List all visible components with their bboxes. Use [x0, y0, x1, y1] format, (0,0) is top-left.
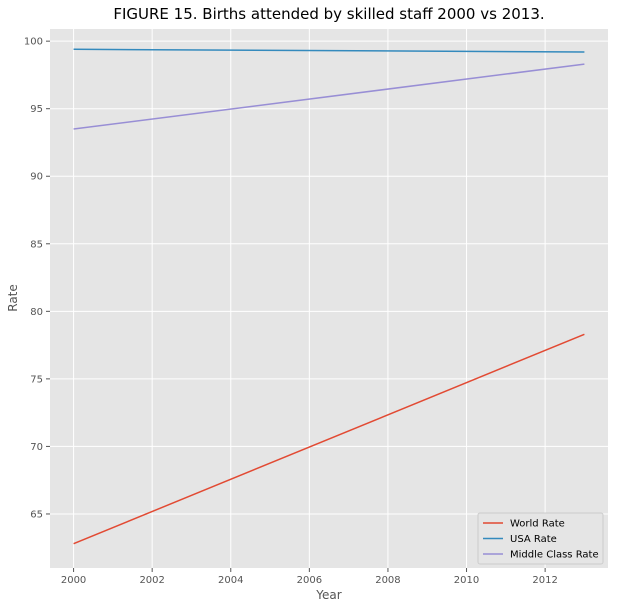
y-tick-label: 70: [30, 442, 43, 453]
y-tick-label: 80: [30, 307, 43, 318]
x-tick-label: 2008: [375, 575, 400, 586]
legend-label-usa-rate: USA Rate: [510, 534, 557, 545]
x-tick-label: 2000: [61, 575, 86, 586]
x-tick-label: 2012: [532, 575, 557, 586]
y-tick-label: 100: [24, 37, 43, 48]
x-tick-label: 2004: [218, 575, 243, 586]
legend-label-world-rate: World Rate: [510, 519, 565, 530]
y-tick-label: 90: [30, 172, 43, 183]
y-tick-label: 95: [30, 104, 43, 115]
legend: World Rate USA Rate Middle Class Rate: [477, 512, 604, 565]
x-axis-label: Year: [315, 588, 341, 602]
y-tick-label: 85: [30, 239, 43, 250]
axis-ticks: 2000 2002 2004 2006 2008 2010 2012 65 70 75 80 85 90…: [24, 37, 558, 586]
x-tick-label: 2006: [297, 575, 322, 586]
series-line-usa-rate: [73, 48, 585, 53]
plot-area: [50, 29, 608, 568]
series-line-middle-class-rate: [73, 63, 585, 130]
x-tick-label: 2010: [454, 575, 479, 586]
legend-label-middle-class-rate: Middle Class Rate: [510, 550, 599, 561]
y-tick-label: 65: [30, 509, 43, 520]
series-line-world-rate: [73, 333, 585, 545]
y-axis-label: Rate: [6, 284, 20, 312]
series-lines: [73, 48, 585, 545]
y-tick-label: 75: [30, 374, 43, 385]
legend-box: [477, 512, 604, 565]
chart-title: FIGURE 15. Births attended by skilled st…: [113, 5, 544, 23]
x-tick-label: 2002: [139, 575, 164, 586]
grid: [50, 29, 608, 568]
